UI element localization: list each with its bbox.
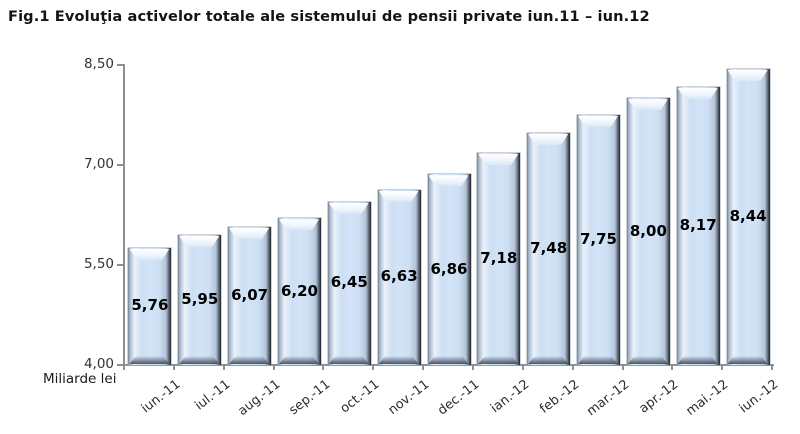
- x-axis-tick: [771, 366, 773, 370]
- bar: [327, 201, 371, 365]
- x-axis-tick: [671, 366, 674, 370]
- bar-value-label: 7,48: [530, 239, 568, 257]
- bar: [676, 87, 720, 365]
- bar-value-label: 7,18: [480, 249, 518, 267]
- bar: [527, 133, 571, 365]
- bar-value-label: 6,86: [430, 259, 468, 278]
- bar-value-label: 7,75: [579, 230, 617, 248]
- y-axis-tick: [117, 264, 123, 266]
- bar-value-label: 6,45: [330, 273, 368, 292]
- bar-value-label: 6,20: [280, 281, 318, 300]
- bar: [128, 247, 172, 365]
- bar-value-label: 5,76: [131, 296, 169, 315]
- y-axis-unit-label: Miliarde lei: [43, 371, 117, 387]
- bar: [178, 235, 222, 365]
- bar-value-label: 8,00: [629, 221, 667, 240]
- x-axis-tick: [172, 366, 175, 370]
- bar: [477, 153, 521, 365]
- y-axis-tick-label: 8,50: [83, 56, 114, 72]
- x-axis-tick: [372, 366, 375, 370]
- bar: [278, 218, 321, 365]
- x-axis-line: [123, 364, 774, 366]
- bar-value-label: 6,07: [231, 286, 269, 304]
- x-axis-tick: [521, 366, 524, 370]
- y-axis-tick: [117, 164, 123, 166]
- x-axis-tick: [471, 366, 474, 370]
- y-axis-tick-label: 7,00: [83, 156, 114, 172]
- y-axis-tick-label: 5,50: [83, 256, 114, 272]
- x-axis-tick: [571, 366, 574, 370]
- x-axis-tick: [621, 366, 624, 370]
- y-axis-tick-label: 4,00: [83, 356, 114, 372]
- x-axis-tick: [422, 366, 425, 370]
- x-axis-tick: [222, 366, 225, 370]
- x-axis-tick: [322, 366, 325, 370]
- bar: [427, 174, 471, 365]
- y-axis-tick: [117, 364, 123, 366]
- y-axis-tick: [117, 64, 123, 66]
- y-axis-line: [123, 64, 125, 366]
- x-axis-tick: [123, 366, 125, 370]
- bar-value-label: 8,44: [729, 207, 767, 225]
- bar: [626, 98, 670, 365]
- x-axis-tick: [272, 366, 275, 370]
- bar: [726, 69, 770, 365]
- bar: [228, 227, 272, 365]
- bar: [377, 189, 421, 365]
- chart-title: Fig.1 Evoluţia activelor totale ale sist…: [8, 8, 650, 25]
- bar-value-label: 8,17: [679, 216, 717, 234]
- bar-value-label: 6,63: [380, 267, 418, 286]
- x-axis-tick: [721, 366, 724, 370]
- bar: [577, 115, 620, 365]
- bar-value-label: 5,95: [181, 290, 219, 308]
